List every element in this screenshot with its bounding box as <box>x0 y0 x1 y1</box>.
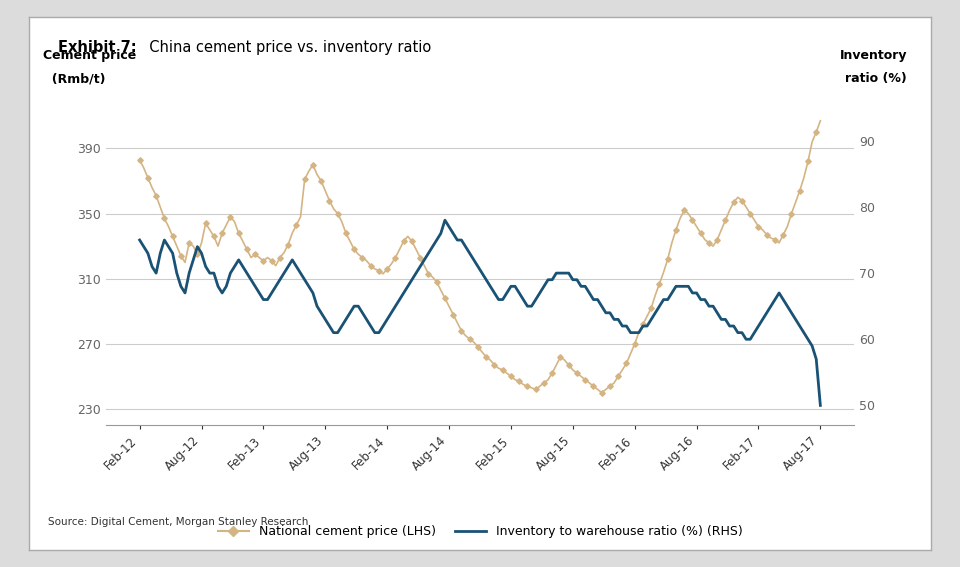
Inventory to warehouse ratio (%) (RHS) <box>778 296 789 303</box>
Text: ratio (%): ratio (%) <box>846 72 907 85</box>
National cement price (LHS) <box>815 117 827 124</box>
Legend: National cement price (LHS), Inventory to warehouse ratio (%) (RHS): National cement price (LHS), Inventory t… <box>212 521 748 543</box>
National cement price (LHS) <box>596 390 608 396</box>
National cement price (LHS) <box>806 138 818 145</box>
National cement price (LHS) <box>133 156 145 163</box>
Inventory to warehouse ratio (%) (RHS) <box>133 236 145 243</box>
Text: (Rmb/t): (Rmb/t) <box>43 72 106 85</box>
National cement price (LHS) <box>324 197 335 204</box>
Inventory to warehouse ratio (%) (RHS) <box>439 217 450 223</box>
National cement price (LHS) <box>567 366 579 373</box>
Inventory to warehouse ratio (%) (RHS) <box>324 323 335 329</box>
Inventory to warehouse ratio (%) (RHS) <box>571 276 583 283</box>
Text: Cement price: Cement price <box>43 49 136 62</box>
Inventory to warehouse ratio (%) (RHS) <box>591 296 603 303</box>
National cement price (LHS) <box>778 231 789 238</box>
Inventory to warehouse ratio (%) (RHS) <box>806 342 818 349</box>
Line: National cement price (LHS): National cement price (LHS) <box>137 119 823 395</box>
Inventory to warehouse ratio (%) (RHS) <box>815 402 827 409</box>
Text: China cement price vs. inventory ratio: China cement price vs. inventory ratio <box>140 40 431 54</box>
Text: Exhibit 7:: Exhibit 7: <box>58 40 136 54</box>
Text: Source: Digital Cement, Morgan Stanley Research: Source: Digital Cement, Morgan Stanley R… <box>48 517 308 527</box>
Text: Inventory: Inventory <box>840 49 907 62</box>
Line: Inventory to warehouse ratio (%) (RHS): Inventory to warehouse ratio (%) (RHS) <box>139 220 821 405</box>
National cement price (LHS) <box>151 192 162 199</box>
National cement price (LHS) <box>588 383 599 390</box>
Inventory to warehouse ratio (%) (RHS) <box>151 270 162 277</box>
